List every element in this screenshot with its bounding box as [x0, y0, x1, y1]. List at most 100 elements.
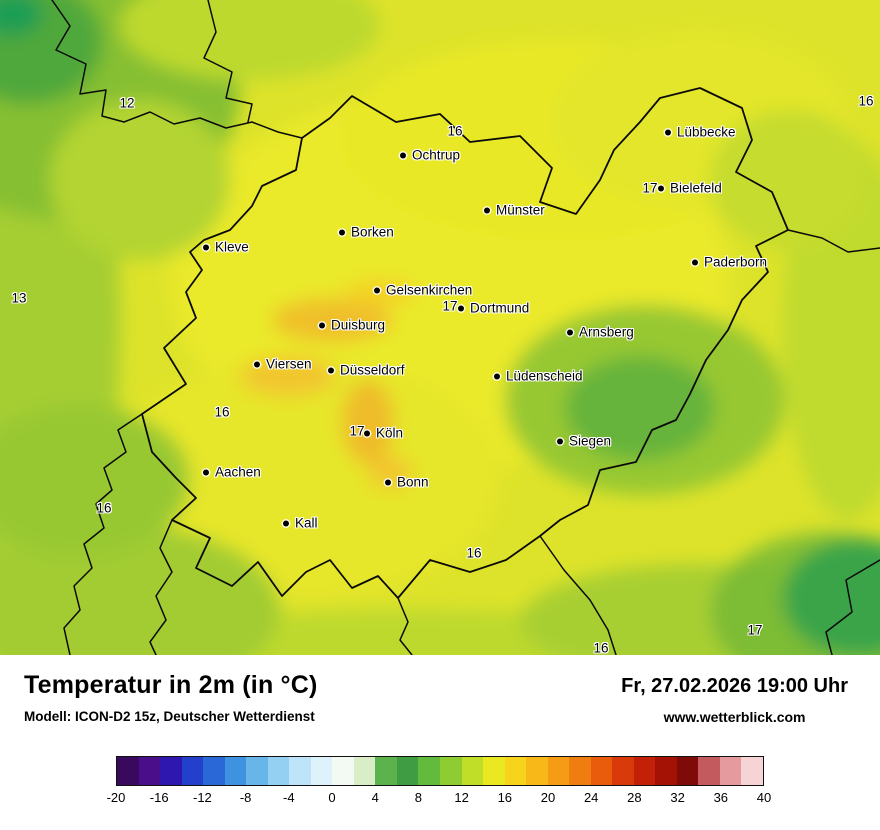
city-dot-icon — [339, 229, 345, 235]
legend-segment — [289, 757, 311, 785]
legend-tick-label: 16 — [497, 790, 513, 805]
city-label: Gelsenkirchen — [386, 282, 473, 298]
city-dot-icon — [557, 438, 563, 444]
legend-segment — [224, 757, 247, 785]
temp-value-label: 17 — [642, 180, 658, 196]
city-marker: Bielefeld — [658, 181, 722, 196]
city-dot-icon — [364, 430, 370, 436]
legend-segment — [418, 757, 440, 785]
legend-segment — [483, 757, 505, 785]
legend-tick-label: 40 — [756, 790, 772, 805]
legend-segment — [160, 757, 182, 785]
legend-segment — [612, 757, 634, 785]
legend-segment — [396, 757, 419, 785]
city-dot-icon — [658, 185, 664, 191]
legend-tick-label: 32 — [670, 790, 685, 805]
legend-segment — [526, 757, 548, 785]
legend-segment — [332, 757, 354, 785]
city-dot-icon — [484, 207, 490, 213]
temp-value-label: 16 — [466, 545, 482, 561]
city-dot-icon — [385, 479, 391, 485]
city-label: Viersen — [266, 356, 312, 372]
legend-segment — [181, 757, 204, 785]
city-marker: Gelsenkirchen — [374, 283, 472, 298]
legend-segment — [719, 757, 742, 785]
city-label: Münster — [496, 202, 545, 218]
legend-segment — [375, 757, 397, 785]
city-dot-icon — [692, 259, 698, 265]
legend-segment — [439, 757, 462, 785]
city-label: Kall — [295, 515, 318, 531]
forecast-datetime: Fr, 27.02.2026 19:00 Uhr — [621, 675, 848, 697]
city-label: Dortmund — [470, 300, 530, 316]
map-footer: Temperatur in 2m (in °C) Modell: ICON-D2… — [0, 655, 880, 830]
city-marker: Borken — [339, 225, 394, 240]
city-dot-icon — [254, 361, 260, 367]
temp-value-label: 16 — [593, 640, 609, 656]
city-label: Ochtrup — [412, 147, 461, 163]
city-label: Arnsberg — [579, 324, 634, 340]
city-label: Köln — [376, 425, 404, 441]
temperature-map: Ochtrup Lübbecke Münster Bielefeld Borken Kle… — [0, 0, 880, 655]
temp-value-label: 16 — [214, 404, 230, 420]
legend-tick-label: -4 — [283, 790, 295, 805]
city-marker: Münster — [484, 203, 545, 218]
legend-tick-label: 36 — [713, 790, 729, 805]
city-marker: Lüdenscheid — [494, 369, 583, 384]
nrw-border — [141, 87, 789, 599]
city-marker: Aachen — [203, 465, 261, 480]
city-marker: Köln — [364, 426, 403, 441]
footer-left: Temperatur in 2m (in °C) Modell: ICON-D2… — [24, 671, 318, 724]
temp-value-label: 16 — [858, 93, 874, 109]
legend-segment — [569, 757, 591, 785]
city-dot-icon — [567, 329, 573, 335]
temp-value-label: 17 — [442, 298, 458, 314]
city-label: Borken — [351, 224, 394, 240]
city-marker: Duisburg — [319, 318, 385, 333]
map-temperature-regions — [0, 0, 880, 655]
legend-tick-label: 24 — [583, 790, 599, 805]
city-label: Bielefeld — [670, 180, 722, 196]
city-label: Kleve — [215, 239, 249, 255]
city-dot-icon — [494, 373, 500, 379]
city-dot-icon — [374, 287, 380, 293]
page-title: Temperatur in 2m (in °C) — [24, 671, 318, 699]
temperature-legend: -20 -16 -12 -8 -4 0 4 8 12 16 20 24 28 32 36 40 — [107, 756, 772, 808]
legend-segment — [267, 757, 290, 785]
legend-tick-label: 4 — [371, 790, 379, 805]
temp-value-label: 16 — [96, 500, 112, 516]
legend-segment — [741, 757, 763, 785]
legend-segment — [547, 757, 570, 785]
legend-segment — [117, 757, 139, 785]
model-info: Modell: ICON-D2 15z, Deutscher Wetterdie… — [24, 709, 315, 724]
city-dot-icon — [203, 469, 209, 475]
city-marker: Dortmund — [458, 301, 529, 316]
city-marker: Bonn — [385, 475, 429, 490]
legend-segment — [310, 757, 333, 785]
legend-segment — [504, 757, 527, 785]
legend-segment — [676, 757, 699, 785]
legend-ticks: -20 -16 -12 -8 -4 0 4 8 12 16 20 24 28 32 36 40 — [107, 790, 772, 808]
city-label: Lübbecke — [677, 124, 736, 140]
legend-tick-label: 8 — [414, 790, 423, 805]
legend-tick-label: -12 — [192, 790, 212, 805]
legend-segment — [246, 757, 268, 785]
legend-tick-label: 28 — [627, 790, 642, 805]
legend-segment — [353, 757, 376, 785]
temperature-map-svg — [0, 0, 880, 655]
legend-tick-label: -8 — [239, 790, 252, 805]
footer-right: Fr, 27.02.2026 19:00 Uhr www.wetterblick… — [621, 675, 848, 725]
temp-value-label: 17 — [747, 622, 763, 638]
temp-value-label: 16 — [447, 123, 463, 139]
legend-segment — [138, 757, 161, 785]
city-marker: Siegen — [557, 434, 611, 449]
city-marker: Arnsberg — [567, 325, 634, 340]
legend-tick-label: -16 — [149, 790, 169, 805]
legend-tick-label: 0 — [328, 790, 336, 805]
city-dot-icon — [328, 367, 334, 373]
website-url: www.wetterblick.com — [663, 709, 806, 725]
state-borders — [51, 0, 880, 655]
legend-tick-label: -20 — [106, 790, 126, 805]
city-label: Duisburg — [331, 317, 386, 333]
